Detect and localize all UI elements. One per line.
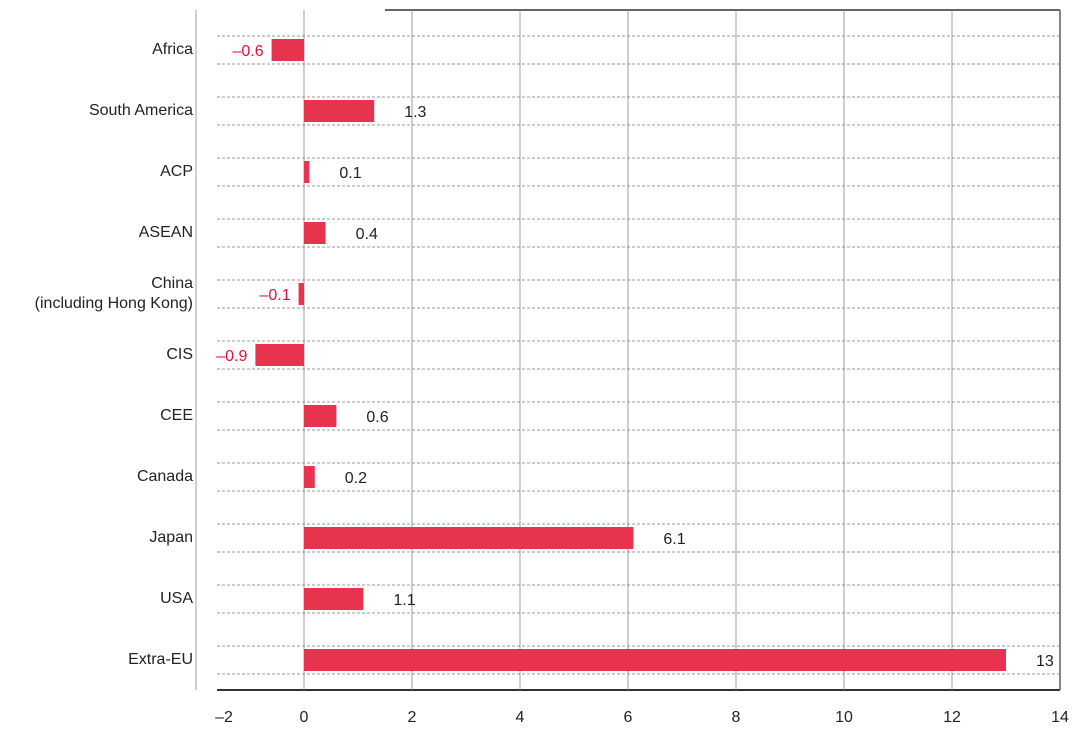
category-label: South America bbox=[88, 102, 193, 119]
x-tick-label: 6 bbox=[624, 709, 633, 726]
value-label: 0.6 bbox=[366, 409, 388, 426]
x-tick-label: 14 bbox=[1051, 709, 1069, 726]
bar bbox=[298, 283, 304, 305]
x-tick-label: 8 bbox=[732, 709, 741, 726]
bar bbox=[304, 588, 364, 610]
value-label: 0.4 bbox=[356, 226, 378, 243]
value-label: 13 bbox=[1036, 653, 1054, 670]
x-tick-label: 12 bbox=[943, 709, 961, 726]
bar bbox=[304, 222, 326, 244]
category-label: Extra-EU bbox=[128, 651, 193, 668]
value-label: 0.1 bbox=[339, 165, 361, 182]
category-label: ACP bbox=[160, 163, 193, 180]
bar bbox=[304, 527, 634, 549]
value-label: –0.1 bbox=[259, 287, 290, 304]
category-label: CEE bbox=[160, 407, 193, 424]
category-label: CIS bbox=[166, 346, 193, 363]
category-label: ASEAN bbox=[138, 224, 193, 241]
category-label: China (including Hong Kong) bbox=[34, 275, 193, 312]
value-label: 0.2 bbox=[345, 470, 367, 487]
x-tick-label: 2 bbox=[408, 709, 417, 726]
category-label: Japan bbox=[149, 529, 193, 546]
x-tick-label: 4 bbox=[516, 709, 525, 726]
bar bbox=[304, 466, 315, 488]
value-label: 6.1 bbox=[663, 531, 685, 548]
x-tick-label: 10 bbox=[835, 709, 853, 726]
bar bbox=[271, 39, 304, 61]
value-label: –0.9 bbox=[216, 348, 247, 365]
category-label: Africa bbox=[152, 41, 193, 58]
bar bbox=[304, 161, 310, 183]
bar bbox=[304, 649, 1006, 671]
value-label: 1.1 bbox=[393, 592, 415, 609]
bar bbox=[304, 100, 375, 122]
x-tick-label: –2 bbox=[215, 709, 233, 726]
category-label: USA bbox=[160, 590, 193, 607]
bar bbox=[255, 344, 304, 366]
bar bbox=[304, 405, 337, 427]
x-tick-label: 0 bbox=[300, 709, 309, 726]
value-label: –0.6 bbox=[232, 43, 263, 60]
category-label: Canada bbox=[136, 468, 193, 485]
value-label: 1.3 bbox=[404, 104, 426, 121]
